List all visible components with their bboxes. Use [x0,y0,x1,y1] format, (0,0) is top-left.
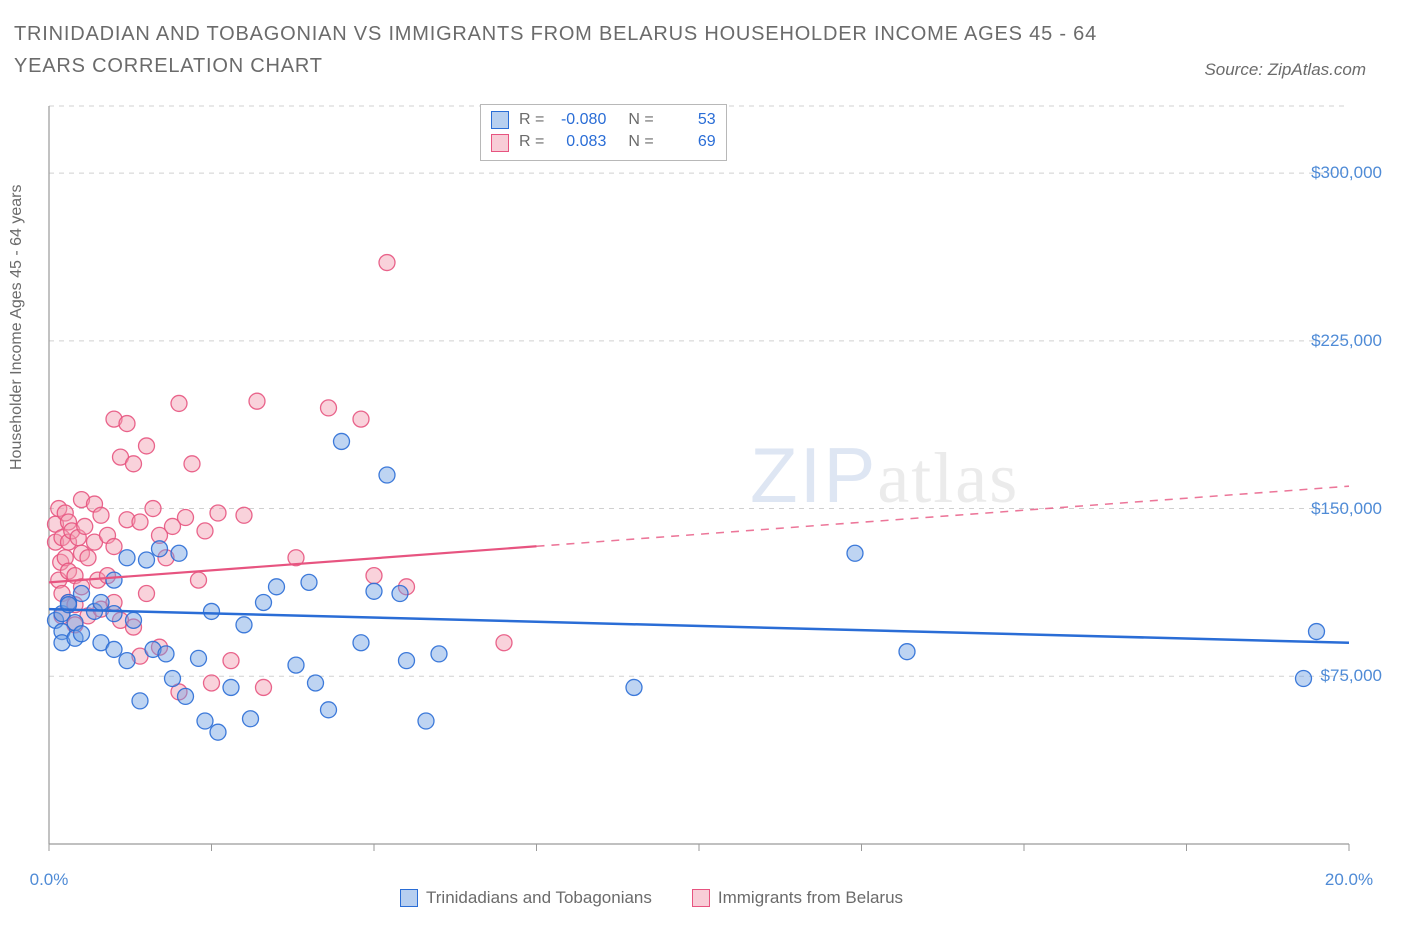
chart-area [43,100,1373,860]
series-label-tt: Trinidadians and Tobagonians [426,888,652,908]
r-value-bel: 0.083 [554,131,606,153]
x-tick-label: 0.0% [30,870,69,890]
series-legend: Trinidadians and Tobagonians Immigrants … [400,888,903,908]
n-label: N = [628,131,653,153]
series-label-bel: Immigrants from Belarus [718,888,903,908]
chart-title: TRINIDADIAN AND TOBAGONIAN VS IMMIGRANTS… [14,18,1134,82]
source-label: Source: ZipAtlas.com [1204,60,1366,80]
legend-row-tt: R = -0.080 N = 53 [491,109,716,131]
r-value-tt: -0.080 [554,109,606,131]
n-value-tt: 53 [664,109,716,131]
y-tick-label: $300,000 [1311,163,1382,183]
r-label: R = [519,109,544,131]
swatch-bel [491,134,509,152]
y-tick-label: $75,000 [1321,666,1382,686]
x-tick-label: 20.0% [1325,870,1373,890]
swatch-tt [491,111,509,129]
legend-item-bel: Immigrants from Belarus [692,888,903,908]
scatter-plot [43,100,1373,860]
n-value-bel: 69 [664,131,716,153]
swatch-tt [400,889,418,907]
y-tick-label: $150,000 [1311,499,1382,519]
legend-item-tt: Trinidadians and Tobagonians [400,888,652,908]
correlation-legend: R = -0.080 N = 53 R = 0.083 N = 69 [480,104,727,161]
y-axis-title: Householder Income Ages 45 - 64 years [8,185,26,471]
r-label: R = [519,131,544,153]
n-label: N = [628,109,653,131]
swatch-bel [692,889,710,907]
legend-row-bel: R = 0.083 N = 69 [491,131,716,153]
y-tick-label: $225,000 [1311,331,1382,351]
